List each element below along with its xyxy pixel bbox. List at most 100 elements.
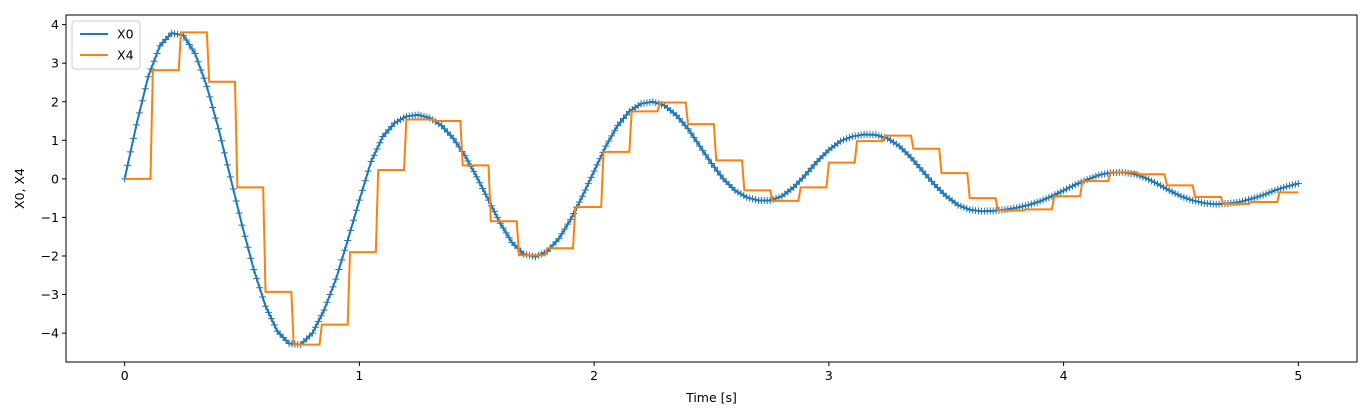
x0-marker: [840, 136, 848, 144]
x0-marker: [816, 155, 824, 163]
x0-marker: [206, 93, 214, 101]
x0-marker: [438, 122, 446, 130]
x0-marker: [441, 125, 448, 133]
x0-marker: [135, 109, 143, 117]
x0-marker: [798, 174, 806, 182]
y-tick-label: 2: [51, 94, 59, 109]
x0-marker: [185, 41, 193, 48]
x0-marker: [957, 202, 965, 210]
x0-marker: [1280, 184, 1288, 192]
x0-marker: [1177, 192, 1185, 200]
x-axis-label: Time [s]: [685, 390, 737, 405]
x0-marker: [916, 164, 924, 172]
x0-marker: [355, 196, 363, 204]
x0-marker: [144, 73, 152, 81]
x0-marker: [256, 284, 264, 292]
x0-marker: [153, 50, 161, 58]
x0-marker: [482, 190, 490, 198]
x0-marker: [129, 134, 137, 142]
x0-marker: [842, 135, 850, 143]
x0-marker: [168, 29, 176, 37]
x0-marker: [1089, 173, 1097, 181]
x0-marker: [200, 74, 208, 82]
x0-marker: [502, 229, 510, 237]
x0-marker: [1265, 189, 1273, 197]
x0-marker: [203, 82, 211, 90]
x0-marker: [235, 209, 243, 217]
x-tick-label: 5: [1294, 368, 1302, 383]
x0-marker: [229, 185, 237, 193]
x0-marker: [1148, 177, 1156, 185]
x0-marker: [394, 117, 402, 125]
x0-marker: [819, 152, 827, 160]
x0-marker: [341, 246, 349, 254]
x0-marker: [259, 293, 267, 301]
x0-marker: [1065, 184, 1073, 192]
x0-marker: [262, 302, 270, 310]
x0-marker: [845, 134, 853, 142]
y-tick-label: −3: [41, 287, 59, 302]
x0-marker: [1074, 179, 1082, 187]
x0-marker: [267, 315, 275, 323]
x0-marker: [370, 151, 378, 159]
x0-marker: [719, 175, 727, 183]
x0-marker: [1271, 186, 1279, 194]
x0-marker: [276, 330, 284, 338]
x0-marker: [728, 184, 736, 192]
x0-marker: [1162, 185, 1170, 193]
x0-marker: [713, 167, 721, 175]
x0-marker: [220, 149, 228, 157]
x0-marker: [1171, 189, 1179, 197]
x0-marker: [1183, 194, 1191, 202]
x0-marker: [141, 85, 149, 93]
x0-marker: [182, 36, 190, 44]
x0-marker: [124, 161, 132, 169]
x0-marker: [793, 180, 801, 188]
x0-marker: [282, 336, 290, 344]
x0-marker: [174, 30, 181, 38]
x0-marker: [611, 127, 619, 135]
plot-area: [121, 29, 1302, 349]
x0-marker: [464, 157, 472, 165]
x0-marker: [1027, 200, 1035, 208]
x0-marker: [253, 275, 261, 283]
x0-marker: [678, 118, 686, 126]
x0-marker: [590, 167, 598, 175]
legend: X0 X4: [71, 20, 141, 70]
x0-marker: [1145, 176, 1153, 184]
y-axis-label: X0, X4: [12, 168, 27, 209]
x0-marker: [273, 327, 281, 335]
x0-marker: [722, 178, 730, 186]
x0-marker: [1186, 195, 1194, 203]
x0-marker: [1262, 190, 1270, 198]
x0-marker: [1019, 202, 1027, 210]
x0-marker: [1095, 171, 1103, 179]
x0-marker: [443, 128, 451, 136]
x0-marker: [907, 154, 915, 162]
x0-marker: [954, 201, 962, 209]
x0-marker: [396, 116, 404, 124]
x0-marker: [608, 132, 616, 140]
x0-marker: [810, 161, 818, 169]
x0-marker: [1060, 186, 1068, 194]
x0-marker: [564, 220, 572, 228]
x0-marker: [813, 158, 821, 166]
x-axis: 0 1 2 3 4 5: [121, 362, 1302, 383]
x0-marker: [705, 155, 713, 163]
x0-marker: [752, 196, 760, 204]
x0-marker: [1024, 201, 1032, 209]
x0-marker: [347, 226, 355, 234]
x0-marker: [487, 202, 495, 210]
x-tick-label: 3: [825, 368, 833, 383]
x0-marker: [737, 190, 745, 198]
y-tick-label: −1: [41, 210, 59, 225]
y-axis: −4 −3 −2 −1 0 1 2 3 4: [41, 17, 66, 341]
x0-marker: [159, 39, 167, 47]
x0-marker: [1092, 172, 1100, 180]
x0-marker: [373, 145, 381, 153]
x0-marker: [930, 181, 938, 189]
x0-marker: [232, 197, 240, 205]
x0-marker: [652, 99, 660, 107]
x0-marker: [452, 139, 460, 147]
